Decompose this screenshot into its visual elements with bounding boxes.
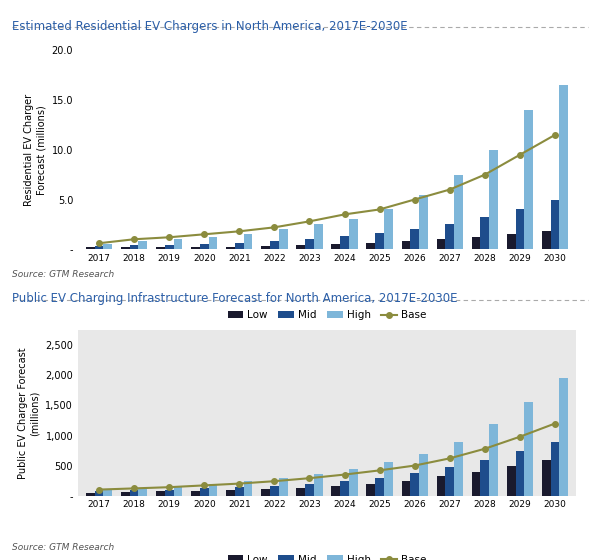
- Text: Public EV Charging Infrastructure Forecast for North America, 2017E-2030E: Public EV Charging Infrastructure Foreca…: [12, 292, 458, 305]
- Bar: [209, 484, 217, 496]
- Bar: [296, 245, 305, 249]
- Bar: [401, 480, 410, 496]
- Bar: [559, 85, 568, 249]
- Bar: [489, 423, 498, 496]
- Bar: [121, 492, 130, 496]
- Bar: [507, 465, 515, 496]
- Bar: [349, 469, 358, 496]
- Bar: [367, 243, 375, 249]
- Bar: [279, 230, 287, 249]
- Bar: [270, 486, 279, 496]
- Y-axis label: Residential EV Charger
Forecast (millions): Residential EV Charger Forecast (million…: [25, 94, 46, 206]
- Bar: [173, 239, 182, 249]
- Bar: [515, 451, 524, 496]
- Bar: [367, 484, 375, 496]
- Bar: [331, 244, 340, 249]
- Bar: [454, 175, 463, 249]
- Bar: [173, 486, 182, 496]
- Bar: [244, 481, 253, 496]
- Bar: [305, 239, 314, 249]
- Bar: [121, 247, 130, 249]
- Bar: [314, 474, 323, 496]
- Bar: [226, 490, 235, 496]
- Bar: [384, 209, 393, 249]
- Bar: [375, 478, 384, 496]
- Bar: [419, 194, 428, 249]
- Bar: [270, 241, 279, 249]
- Text: Source: GTM Research: Source: GTM Research: [12, 543, 114, 552]
- Bar: [401, 241, 410, 249]
- Bar: [515, 209, 524, 249]
- Bar: [261, 489, 270, 496]
- Bar: [437, 239, 445, 249]
- Bar: [209, 237, 217, 249]
- Bar: [437, 477, 445, 496]
- Bar: [445, 225, 454, 249]
- Legend: Low, Mid, High, Base: Low, Mid, High, Base: [223, 550, 431, 560]
- Bar: [305, 484, 314, 496]
- Bar: [103, 489, 112, 496]
- Bar: [524, 403, 533, 496]
- Bar: [130, 490, 139, 496]
- Bar: [165, 489, 173, 496]
- Bar: [551, 199, 559, 249]
- Bar: [156, 247, 165, 249]
- Bar: [191, 491, 200, 496]
- Bar: [524, 110, 533, 249]
- Bar: [244, 234, 253, 249]
- Bar: [472, 472, 481, 496]
- Bar: [349, 220, 358, 249]
- Bar: [226, 247, 235, 249]
- Bar: [95, 491, 103, 496]
- Bar: [375, 234, 384, 249]
- Bar: [296, 488, 305, 496]
- Bar: [445, 467, 454, 496]
- Bar: [279, 478, 287, 496]
- Bar: [156, 491, 165, 496]
- Bar: [331, 486, 340, 496]
- Bar: [235, 243, 244, 249]
- Bar: [130, 245, 139, 249]
- Bar: [95, 246, 103, 249]
- Bar: [419, 454, 428, 496]
- Bar: [410, 230, 419, 249]
- Bar: [410, 473, 419, 496]
- Bar: [235, 487, 244, 496]
- Y-axis label: Public EV Charger Forecast
(millions): Public EV Charger Forecast (millions): [18, 347, 40, 479]
- Bar: [86, 493, 95, 496]
- Bar: [261, 246, 270, 249]
- Bar: [340, 481, 349, 496]
- Bar: [86, 247, 95, 249]
- Bar: [139, 241, 147, 249]
- Bar: [191, 247, 200, 249]
- Bar: [384, 462, 393, 496]
- Bar: [200, 488, 209, 496]
- Bar: [559, 379, 568, 496]
- Bar: [340, 236, 349, 249]
- Bar: [481, 217, 489, 249]
- Text: Estimated Residential EV Chargers in North America, 2017E-2030E: Estimated Residential EV Chargers in Nor…: [12, 20, 407, 32]
- Bar: [472, 237, 481, 249]
- Bar: [314, 225, 323, 249]
- Bar: [200, 244, 209, 249]
- Bar: [542, 231, 551, 249]
- Legend: Low, Mid, High, Base: Low, Mid, High, Base: [223, 306, 431, 324]
- Bar: [489, 150, 498, 249]
- Bar: [139, 488, 147, 496]
- Bar: [481, 460, 489, 496]
- Bar: [542, 460, 551, 496]
- Bar: [454, 441, 463, 496]
- Bar: [165, 245, 173, 249]
- Text: Source: GTM Research: Source: GTM Research: [12, 270, 114, 279]
- Bar: [551, 441, 559, 496]
- Bar: [507, 234, 515, 249]
- Bar: [103, 244, 112, 249]
